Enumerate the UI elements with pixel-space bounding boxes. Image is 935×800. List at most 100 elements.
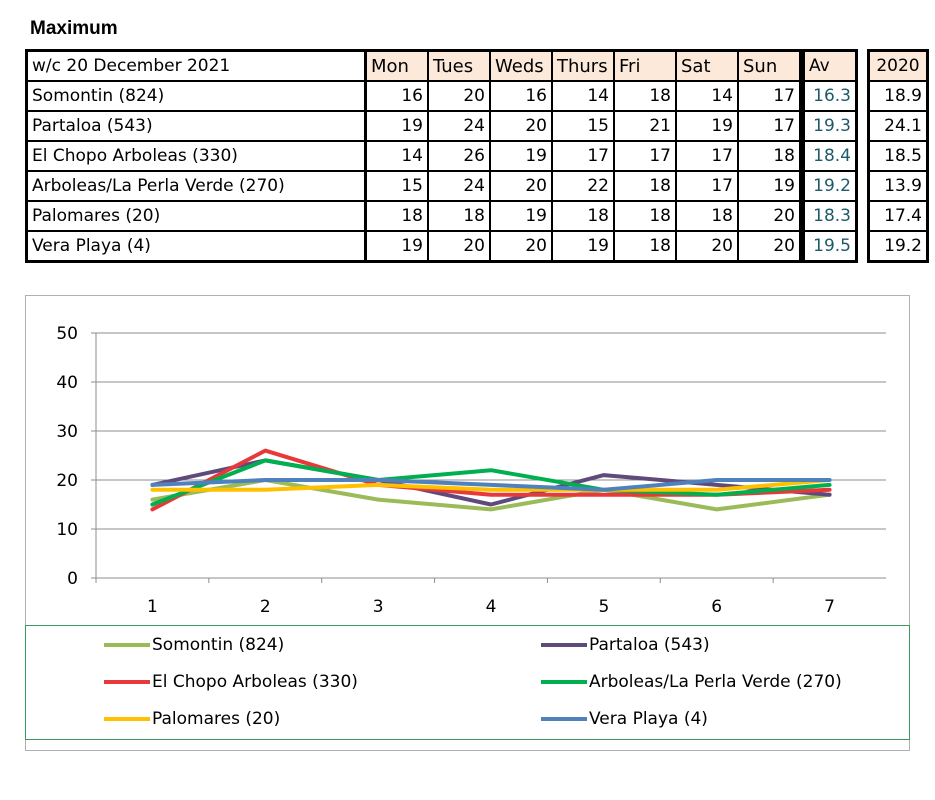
table-row: Somontin (824) 16 20 16 14 18 14 17	[25, 80, 802, 112]
temp-cell: 20	[427, 80, 491, 112]
day-header: Weds	[489, 49, 553, 82]
table-row: Arboleas/La Perla Verde (270) 15 24 20 22 18 1…	[25, 170, 802, 202]
prev-year-cell: 18.9	[867, 80, 929, 112]
x-tick-label: 5	[598, 597, 609, 617]
temp-cell: 14	[364, 140, 429, 172]
temp-cell: 18	[613, 170, 677, 202]
temp-cell: 19	[551, 230, 615, 263]
prev-year-cell: 18.5	[867, 140, 929, 172]
legend-swatch	[104, 643, 150, 647]
legend-label: Vera Playa (4)	[589, 709, 708, 729]
temp-cell: 14	[551, 80, 615, 112]
year-2020-table: 2020 18.9 24.1 18.5 13.9 17.4 19.2	[867, 49, 929, 263]
legend-item: Somontin (824)	[104, 635, 284, 655]
av-cell: 18.4	[802, 140, 858, 172]
series-line-5	[150, 478, 832, 492]
day-header: Mon	[364, 49, 429, 82]
chart-area: 0 10 20 30 40 50 1 2 3 4 5 6 7	[25, 295, 910, 751]
temp-cell: 18	[737, 140, 802, 172]
legend-item: Palomares (20)	[104, 709, 280, 729]
y-tick-label: 30	[56, 422, 78, 442]
legend-label: Palomares (20)	[152, 709, 281, 729]
temp-cell: 16	[489, 80, 553, 112]
average-table: Av 16.3 19.3 18.4 19.2 18.3 19.5	[802, 49, 858, 263]
table-row: Palomares (20) 18 18 19 18 18 18 20	[25, 200, 802, 232]
av-cell: 19.5	[802, 230, 858, 263]
temp-cell: 15	[364, 170, 429, 202]
temp-cell: 18	[364, 200, 429, 232]
legend-item: Partaloa (543)	[541, 635, 710, 655]
temp-cell: 19	[675, 110, 739, 142]
temp-cell: 15	[551, 110, 615, 142]
temp-cell: 19	[489, 200, 553, 232]
temp-cell: 19	[364, 230, 429, 263]
temp-cell: 19	[489, 140, 553, 172]
temp-cell: 19	[364, 110, 429, 142]
x-tick-label: 4	[486, 597, 497, 617]
temp-cell: 20	[675, 230, 739, 263]
legend-swatch	[541, 643, 587, 647]
temp-cell: 18	[613, 80, 677, 112]
temp-cell: 18	[427, 200, 491, 232]
y-tick-label: 20	[56, 471, 78, 491]
station-name: Palomares (20)	[25, 200, 367, 232]
y-tick-label: 50	[56, 324, 78, 344]
legend-item: Arboleas/La Perla Verde (270)	[541, 672, 842, 692]
temp-cell: 16	[364, 80, 429, 112]
day-header: Fri	[613, 49, 677, 82]
temp-cell: 26	[427, 140, 491, 172]
y-tick-label: 40	[56, 373, 78, 393]
temp-cell: 24	[427, 110, 491, 142]
temp-cell: 21	[613, 110, 677, 142]
x-tick-label: 2	[260, 597, 271, 617]
legend-swatch	[541, 680, 587, 684]
temp-cell: 20	[427, 230, 491, 263]
temp-cell: 18	[613, 230, 677, 263]
x-tick-label: 7	[824, 597, 835, 617]
day-header: Thurs	[551, 49, 615, 82]
day-header: Tues	[427, 49, 491, 82]
legend-item: Vera Playa (4)	[541, 709, 708, 729]
temp-cell: 20	[737, 200, 802, 232]
table-row: El Chopo Arboleas (330) 14 26 19 17 17 17 18	[25, 140, 802, 172]
line-chart: 0 10 20 30 40 50 1 2 3 4 5 6 7	[56, 324, 886, 617]
station-name: Arboleas/La Perla Verde (270)	[25, 170, 367, 202]
station-name: Partaloa (543)	[25, 110, 367, 142]
temp-cell: 20	[489, 230, 553, 263]
temp-cell: 18	[675, 200, 739, 232]
temp-cell: 14	[675, 80, 739, 112]
prev-year-cell: 19.2	[867, 230, 929, 263]
y-tick-label: 0	[67, 569, 78, 589]
temp-cell: 17	[737, 80, 802, 112]
max-temp-table: w/c 20 December 2021 Mon Tues Weds Thurs…	[25, 49, 802, 263]
page-title: Maximum	[30, 18, 118, 39]
x-tick-label: 1	[147, 597, 158, 617]
week-label: w/c 20 December 2021	[25, 49, 367, 82]
temp-cell: 20	[489, 170, 553, 202]
series-line-4	[150, 458, 832, 507]
x-tick-label: 6	[711, 597, 722, 617]
temp-cell: 18	[551, 200, 615, 232]
temp-cell: 17	[613, 140, 677, 172]
legend-swatch	[541, 717, 587, 721]
legend-label: El Chopo Arboleas (330)	[152, 672, 358, 692]
temp-cell: 17	[551, 140, 615, 172]
av-header: Av	[802, 49, 858, 82]
prev-year-cell: 13.9	[867, 170, 929, 202]
legend-label: Partaloa (543)	[589, 635, 710, 655]
temp-cell: 18	[613, 200, 677, 232]
legend-swatch	[104, 680, 150, 684]
series-line-6	[150, 478, 832, 492]
table-row: Partaloa (543) 19 24 20 15 21 19 17	[25, 110, 802, 142]
temp-cell: 22	[551, 170, 615, 202]
table-row: Vera Playa (4) 19 20 20 19 18 20 20	[25, 230, 802, 263]
prev-year-cell: 24.1	[867, 110, 929, 142]
legend-label: Arboleas/La Perla Verde (270)	[589, 672, 842, 692]
temp-cell: 20	[737, 230, 802, 263]
y-tick-label: 10	[56, 520, 78, 540]
year-header: 2020	[867, 49, 929, 82]
legend-item: El Chopo Arboleas (330)	[104, 672, 358, 692]
station-name: El Chopo Arboleas (330)	[25, 140, 367, 172]
station-name: Vera Playa (4)	[25, 230, 367, 263]
station-name: Somontin (824)	[25, 80, 367, 112]
